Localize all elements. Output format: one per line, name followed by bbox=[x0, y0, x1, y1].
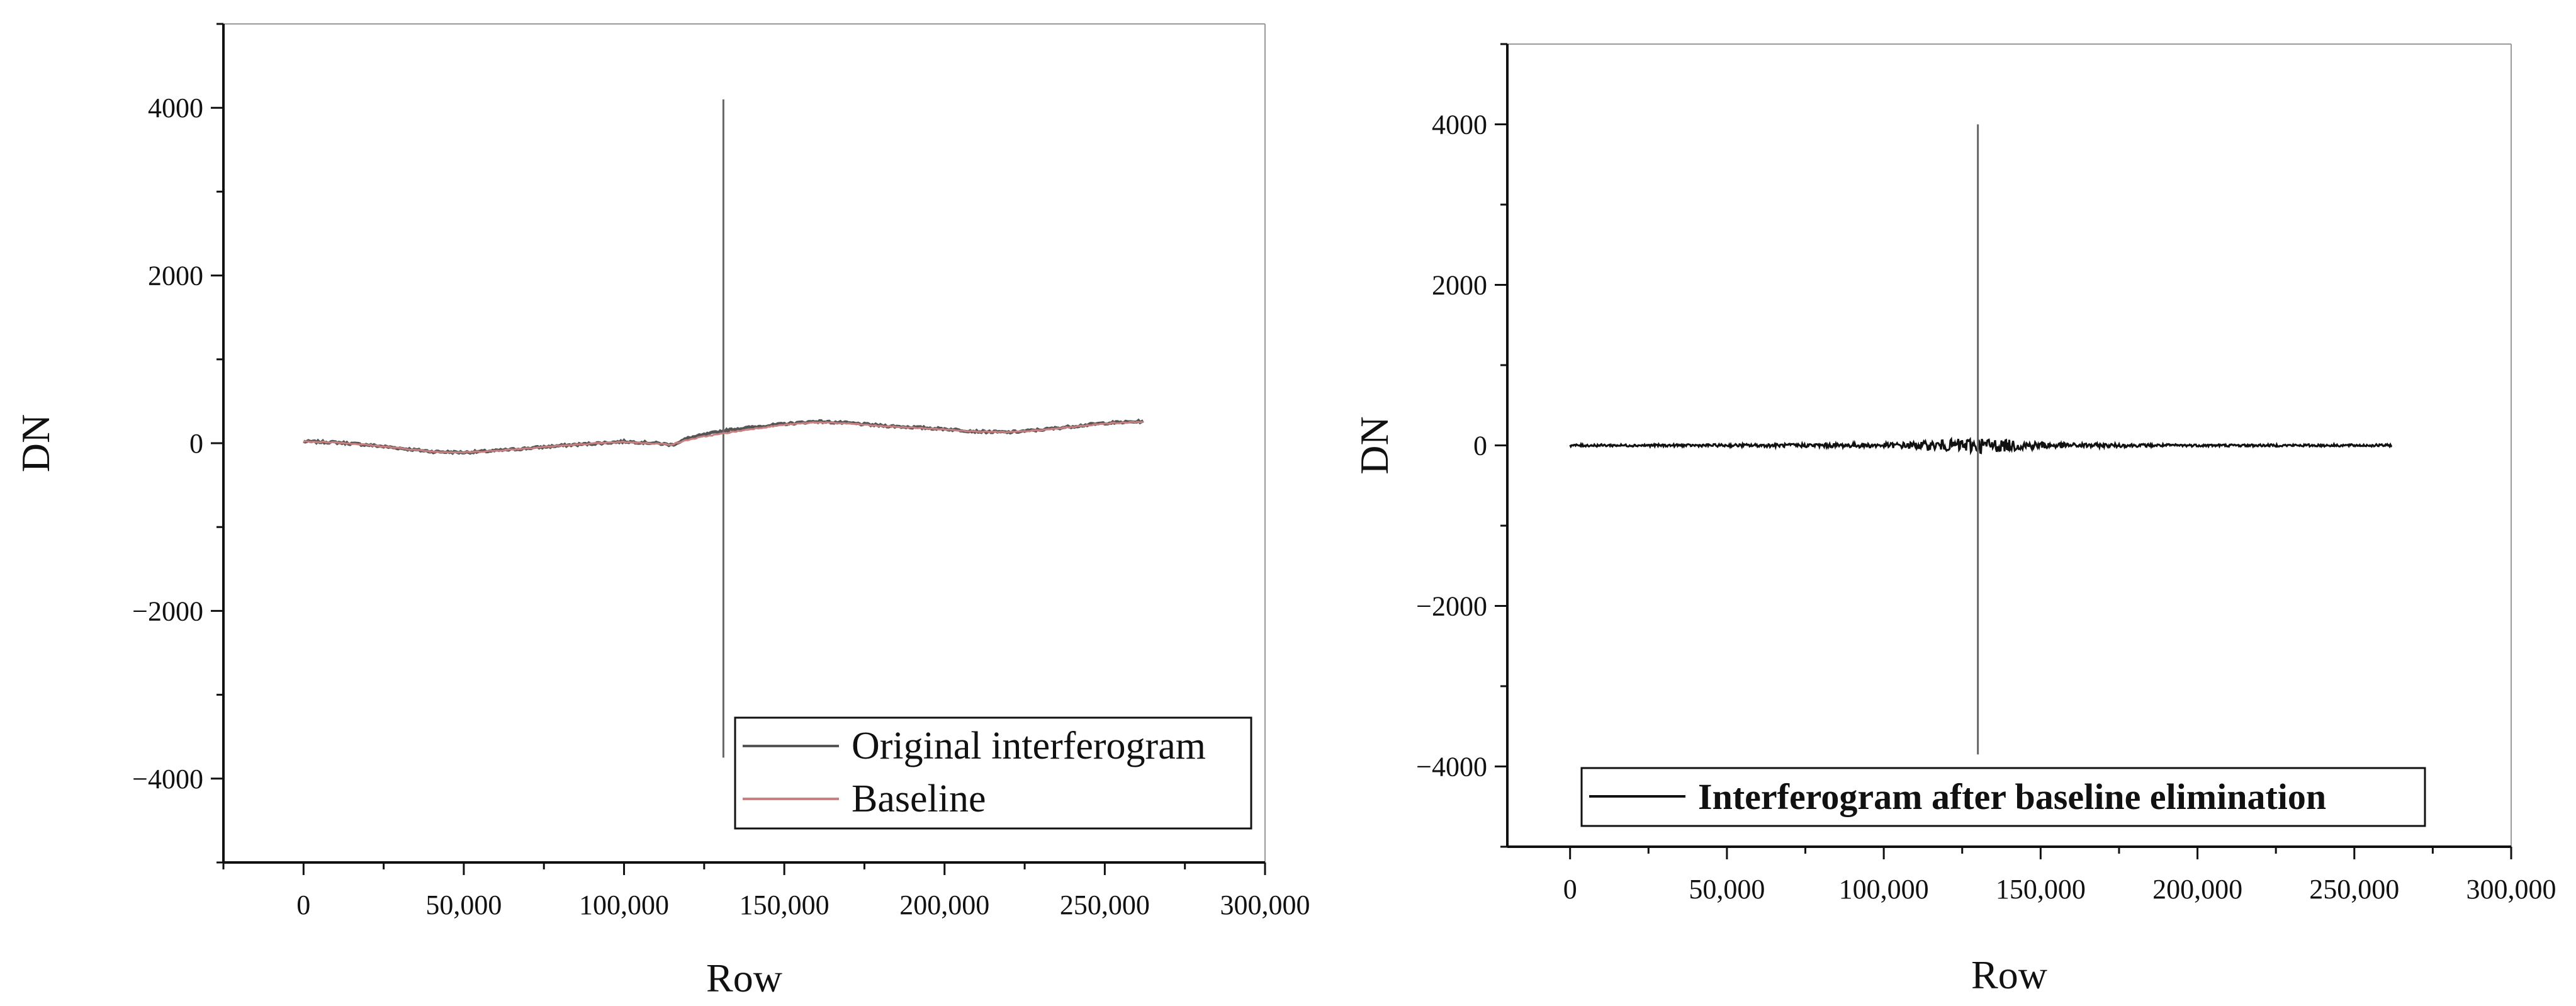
legend-label: Interferogram after baseline elimination bbox=[1698, 776, 2326, 817]
y-tick-label: 0 bbox=[189, 428, 203, 459]
x-tick-label: 200,000 bbox=[899, 890, 989, 920]
x-tick-label: 0 bbox=[1563, 874, 1577, 905]
x-tick-label: 250,000 bbox=[2309, 874, 2399, 905]
x-tick-label: 300,000 bbox=[1220, 890, 1310, 920]
y-tick-label: 2000 bbox=[148, 261, 203, 291]
series-2 bbox=[303, 421, 1144, 454]
legend-label: Baseline bbox=[852, 777, 986, 820]
y-tick-label: 2000 bbox=[1432, 270, 1487, 301]
x-axis-title: Row bbox=[706, 956, 782, 1000]
legend: Interferogram after baseline elimination bbox=[1580, 767, 2426, 827]
x-tick-label: 200,000 bbox=[2152, 874, 2242, 905]
chart-panel-2: −4000 −2000 0 2000 4000 0 50,000 100,000 150,000… bbox=[1352, 43, 2556, 997]
y-tick-label: 4000 bbox=[1432, 110, 1487, 140]
y-tick-label: −4000 bbox=[1416, 752, 1487, 783]
x-tick-label: 50,000 bbox=[425, 890, 502, 920]
y-axis-title: DN bbox=[13, 414, 58, 472]
y-tick-label: −2000 bbox=[132, 596, 203, 626]
series-1 bbox=[1569, 124, 2393, 755]
y-axis-title: DN bbox=[1352, 416, 1397, 474]
x-tick-label: 100,000 bbox=[579, 890, 669, 920]
legend-label: Original interferogram bbox=[852, 725, 1206, 767]
series-line bbox=[1569, 436, 2393, 456]
x-tick-label: 100,000 bbox=[1839, 874, 1929, 905]
x-axis-title: Row bbox=[1971, 952, 2047, 997]
x-tick-label: 150,000 bbox=[1996, 874, 2086, 905]
y-tick-label: −4000 bbox=[132, 764, 203, 794]
x-tick-label: 50,000 bbox=[1689, 874, 1765, 905]
legend-box bbox=[734, 716, 1252, 830]
y-tick-label: 0 bbox=[1473, 431, 1487, 461]
x-tick-label: 250,000 bbox=[1060, 890, 1150, 920]
y-tick-label: −2000 bbox=[1416, 591, 1487, 622]
legend-box bbox=[1580, 767, 2426, 827]
x-tick-label: 150,000 bbox=[740, 890, 830, 920]
x-tick-label: 300,000 bbox=[2466, 874, 2556, 905]
series-1 bbox=[303, 99, 1144, 758]
series-line bbox=[303, 421, 1144, 454]
y-tick-label: 4000 bbox=[148, 93, 203, 123]
chart-panel-1: −4000 −2000 0 2000 4000 0 50,000 100,000 150,000… bbox=[13, 23, 1310, 1000]
x-tick-label: 0 bbox=[296, 890, 310, 920]
legend: Original interferogram Baseline bbox=[734, 716, 1252, 830]
